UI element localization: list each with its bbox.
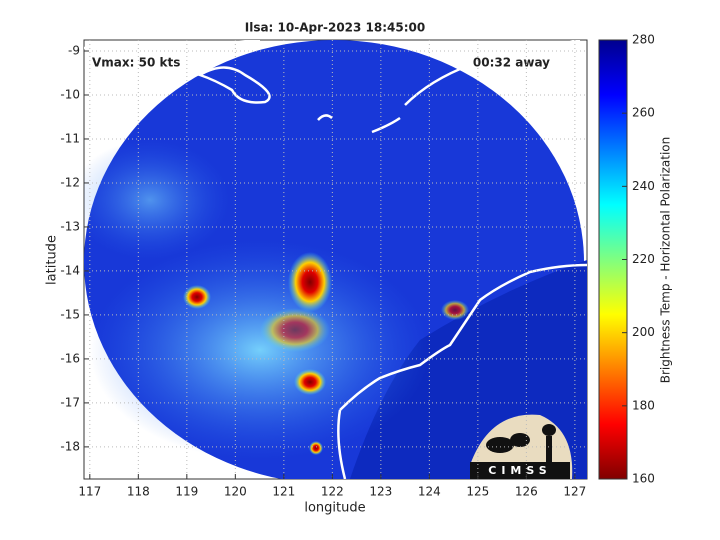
warm-area bbox=[84, 140, 230, 260]
x-tick-label: 125 bbox=[466, 485, 489, 499]
y-tick-label: -11 bbox=[60, 131, 80, 145]
x-axis-label: longitude bbox=[304, 501, 365, 516]
colorbar-tick-label: 260 bbox=[632, 106, 655, 120]
x-tick-label: 124 bbox=[418, 485, 441, 499]
logo: CIMSS bbox=[470, 414, 573, 479]
hotspot bbox=[294, 369, 326, 395]
x-tick-label: 122 bbox=[321, 485, 344, 499]
hotspot bbox=[183, 285, 211, 309]
x-tick-label: 121 bbox=[272, 485, 295, 499]
annotation: Vmax: 50 kts bbox=[92, 56, 180, 70]
title: Ilsa: 10-Apr-2023 18:45:00 bbox=[245, 21, 426, 35]
coastline bbox=[84, 40, 587, 479]
hotspot bbox=[309, 441, 323, 455]
x-tick-label: 118 bbox=[127, 485, 150, 499]
y-tick-label: -13 bbox=[60, 219, 80, 233]
y-tick-label: -17 bbox=[60, 395, 80, 409]
colorbar-tick-label: 200 bbox=[632, 325, 655, 339]
y-tick-label: -15 bbox=[60, 307, 80, 321]
colorbar-label: Brightness Temp - Horizontal Polarizatio… bbox=[659, 137, 673, 384]
colorbar-tick-label: 240 bbox=[632, 179, 655, 193]
colorbar-tick-label: 160 bbox=[632, 472, 655, 486]
y-tick-label: -18 bbox=[60, 439, 80, 453]
annotation: 00:32 away bbox=[473, 56, 550, 70]
y-axis-label: latitude bbox=[45, 235, 60, 285]
x-tick-label: 126 bbox=[515, 485, 538, 499]
y-tick-label: -9 bbox=[68, 43, 80, 57]
y-tick-label: -14 bbox=[60, 263, 80, 277]
warm-area bbox=[90, 240, 430, 460]
hotspot bbox=[441, 300, 469, 320]
swath bbox=[84, 40, 587, 479]
colorbar-tick-label: 180 bbox=[632, 398, 655, 412]
x-tick-label: 119 bbox=[175, 485, 198, 499]
colorbar-tick-label: 220 bbox=[632, 252, 655, 266]
hotspot bbox=[260, 308, 330, 352]
x-tick-label: 123 bbox=[369, 485, 392, 499]
x-tick-label: 120 bbox=[224, 485, 247, 499]
y-tick-label: -10 bbox=[60, 87, 80, 101]
colorbar-tick-label: 280 bbox=[632, 33, 655, 47]
x-tick-label: 117 bbox=[78, 485, 101, 499]
y-tick-label: -16 bbox=[60, 351, 80, 365]
x-tick-label: 127 bbox=[563, 485, 586, 499]
hotspot bbox=[288, 252, 332, 312]
y-tick-label: -12 bbox=[60, 175, 80, 189]
logo-text: CIMSS bbox=[488, 464, 551, 477]
